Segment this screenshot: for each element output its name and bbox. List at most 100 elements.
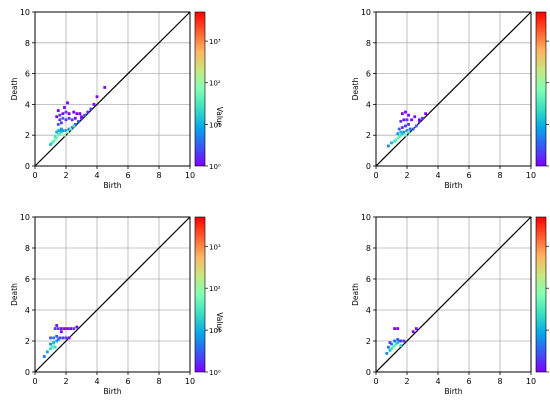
data-point — [399, 130, 403, 134]
colorbar-label: Value — [215, 312, 224, 333]
x-tick-label: 8 — [497, 377, 502, 386]
x-axis-label: Birth — [103, 181, 121, 190]
data-point — [394, 342, 398, 346]
data-point — [56, 109, 60, 112]
diagonal-line — [375, 11, 532, 167]
x-tick-label: 4 — [94, 171, 99, 180]
x-tick-label: 10 — [185, 377, 195, 386]
data-point — [399, 133, 403, 137]
data-point — [397, 339, 401, 343]
y-tick-label: 0 — [25, 368, 30, 377]
y-tick-label: 8 — [366, 39, 371, 48]
data-point — [393, 344, 396, 348]
data-point — [413, 115, 417, 119]
y-tick-label: 0 — [25, 162, 30, 171]
data-point — [86, 110, 90, 114]
y-tick-label: 6 — [25, 70, 30, 79]
data-point — [388, 341, 392, 344]
data-point — [58, 113, 62, 117]
data-point — [396, 327, 400, 330]
axes-frame — [34, 216, 191, 373]
data-point — [64, 336, 68, 340]
colorbar-tick-label: 10¹ — [209, 121, 221, 129]
y-axis-label: Death — [351, 283, 360, 306]
data-point — [58, 336, 62, 340]
x-tick-label: 8 — [156, 377, 161, 386]
x-tick-label: 4 — [435, 377, 440, 386]
y-tick-label: 10 — [20, 8, 30, 17]
x-tick-label: 10 — [185, 171, 195, 180]
colorbar-tick-label: 10³ — [209, 243, 221, 251]
data-point — [402, 339, 406, 343]
data-point — [59, 127, 63, 131]
data-point — [404, 133, 407, 137]
axes-frame — [375, 11, 532, 167]
data-point — [56, 133, 60, 137]
data-point — [64, 110, 68, 114]
data-point — [405, 118, 409, 122]
data-point — [404, 124, 407, 128]
chart-panel-2: 02468100246810BirthDeath10⁰10¹10²10³Valu… — [351, 8, 549, 190]
x-tick-label: 0 — [373, 377, 378, 386]
colorbar — [194, 11, 206, 167]
data-point — [78, 112, 82, 116]
axes-frame — [375, 216, 532, 373]
data-point — [67, 127, 71, 131]
y-tick-label: 10 — [20, 213, 30, 222]
x-tick-label: 0 — [373, 171, 378, 180]
data-point — [50, 141, 54, 145]
data-point — [80, 116, 83, 120]
y-tick-label: 2 — [366, 337, 371, 346]
colorbar-tick-label: 10³ — [209, 38, 221, 46]
x-tick-label: 4 — [435, 171, 440, 180]
data-point — [396, 338, 400, 341]
y-tick-label: 6 — [25, 275, 30, 284]
data-point — [390, 342, 393, 346]
colorbar — [194, 216, 206, 373]
y-tick-label: 4 — [366, 100, 371, 109]
y-tick-label: 6 — [366, 70, 371, 79]
data-point — [405, 129, 409, 132]
colorbar-tick-label: 10⁰ — [209, 369, 221, 377]
y-tick-label: 4 — [25, 100, 30, 109]
data-point — [400, 112, 404, 116]
y-tick-label: 0 — [366, 368, 371, 377]
data-point — [72, 124, 76, 128]
colorbar-label: Value — [215, 107, 224, 128]
axes-frame — [34, 11, 191, 167]
data-point — [64, 129, 68, 132]
data-point — [424, 112, 427, 116]
data-point — [396, 132, 400, 136]
data-point — [55, 324, 59, 327]
data-point — [67, 336, 71, 340]
colorbar — [535, 11, 547, 167]
data-point — [53, 345, 57, 349]
data-point — [49, 347, 52, 351]
x-tick-label: 4 — [94, 377, 99, 386]
data-point — [50, 345, 54, 349]
data-point — [63, 327, 66, 330]
y-tick-label: 8 — [25, 244, 30, 253]
data-point — [61, 336, 65, 340]
colorbar-tick-label: 10² — [209, 285, 221, 293]
data-point — [387, 144, 390, 148]
data-point — [421, 116, 424, 120]
data-point — [59, 130, 63, 134]
data-point — [63, 106, 66, 109]
data-point — [77, 119, 80, 123]
data-point — [410, 118, 414, 122]
y-axis-label: Death — [351, 77, 360, 100]
data-point — [67, 112, 71, 116]
data-point — [49, 336, 52, 340]
chart-panel-3: 0 2 4 6 8 10 0 2 4 6 8 10 Birth Death 10⁰ 10¹ 10² 10³ Valu… — [10, 213, 224, 396]
data-point — [396, 341, 400, 344]
data-point — [411, 330, 415, 334]
data-point — [387, 345, 390, 349]
diagonal-line — [34, 11, 191, 167]
data-point — [75, 112, 79, 116]
data-point — [95, 95, 99, 99]
data-point — [89, 107, 93, 111]
data-point — [73, 116, 77, 120]
data-point — [55, 339, 59, 343]
data-point — [55, 136, 59, 140]
